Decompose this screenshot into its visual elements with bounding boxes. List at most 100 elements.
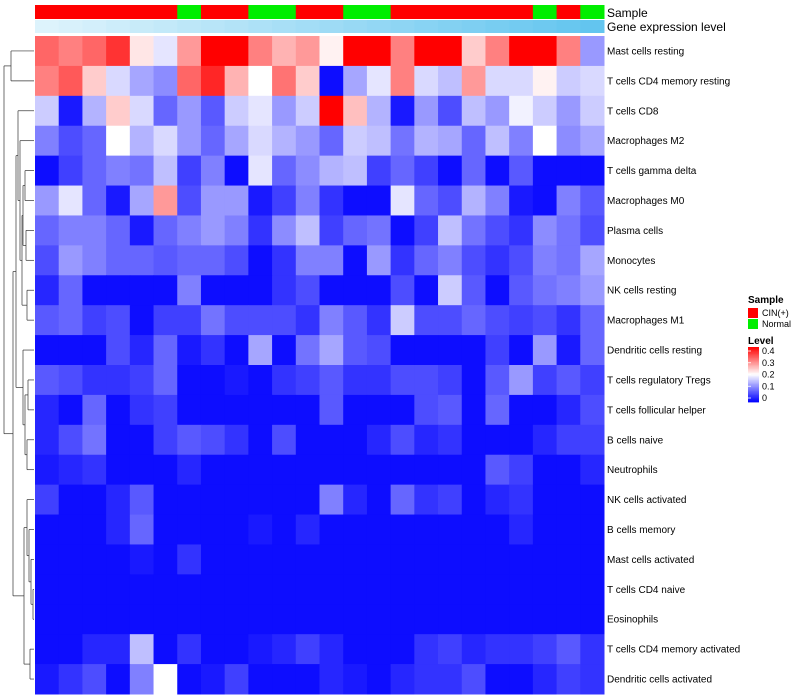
- heatmap-cell: [272, 185, 297, 216]
- heatmap-cell: [556, 664, 581, 695]
- heatmap-cell: [106, 514, 131, 545]
- level-legend-gradient-step: [748, 393, 759, 396]
- heatmap-cell: [58, 664, 83, 695]
- expression-annotation-cell: [366, 20, 392, 33]
- expression-annotation-cell: [106, 20, 131, 33]
- heatmap-cell: [509, 245, 534, 276]
- heatmap-cell: [343, 125, 368, 157]
- heatmap-cell: [35, 365, 60, 396]
- row-label: Neutrophils: [607, 465, 658, 476]
- heatmap-cell: [438, 365, 463, 396]
- heatmap-cell: [200, 574, 226, 605]
- heatmap-cell: [295, 365, 320, 396]
- heatmap-cell: [509, 95, 534, 127]
- heatmap-cell: [532, 245, 558, 276]
- heatmap-cell: [319, 36, 344, 67]
- row-label: T cells CD8: [607, 106, 659, 117]
- heatmap-cell: [556, 155, 581, 187]
- heatmap-cell: [485, 604, 510, 635]
- heatmap-cell: [224, 215, 249, 246]
- heatmap-cell: [200, 155, 226, 187]
- heatmap-cell: [414, 365, 439, 396]
- level-legend-gradient-step: [748, 371, 759, 374]
- heatmap-cell: [224, 95, 249, 127]
- heatmap-cell: [390, 36, 415, 67]
- heatmap-cell: [177, 185, 202, 216]
- row-label: Mast cells activated: [607, 555, 694, 566]
- heatmap-cell: [106, 394, 131, 426]
- heatmap-cell: [272, 275, 297, 306]
- level-legend-tick: 0.4: [762, 346, 775, 356]
- heatmap-cell: [106, 604, 131, 635]
- heatmap-cell: [106, 125, 131, 157]
- sample-annotation-cell: [224, 5, 249, 19]
- heatmap-cell: [248, 365, 273, 396]
- heatmap-cell: [177, 514, 202, 545]
- heatmap-cell: [82, 365, 107, 396]
- heatmap-cell: [153, 574, 178, 605]
- heatmap-cell: [366, 155, 392, 187]
- heatmap-cell: [129, 424, 155, 456]
- heatmap-cell: [153, 514, 178, 545]
- heatmap-cell: [509, 185, 534, 216]
- heatmap-cell: [224, 275, 249, 306]
- expression-annotation-cell: [532, 20, 558, 33]
- heatmap-cell: [58, 65, 83, 97]
- level-legend-gradient-step: [748, 397, 759, 400]
- expression-annotation-cell: [461, 20, 486, 33]
- heatmap-cell: [438, 574, 463, 605]
- heatmap-cell: [319, 514, 344, 545]
- heatmap-cell: [390, 365, 415, 396]
- sample-annotation-cell: [461, 5, 486, 19]
- expression-annotation-cell: [153, 20, 178, 33]
- heatmap-cell: [580, 245, 605, 276]
- heatmap-cell: [532, 634, 558, 665]
- sample-annotation-cell: [556, 5, 581, 19]
- heatmap-cell: [414, 245, 439, 276]
- heatmap-cell: [556, 275, 581, 306]
- heatmap-cell: [438, 215, 463, 246]
- row-label: Monocytes: [607, 256, 655, 267]
- heatmap-cell: [319, 275, 344, 306]
- heatmap-cell: [177, 394, 202, 426]
- heatmap-cell: [82, 604, 107, 635]
- heatmap-cell: [438, 185, 463, 216]
- heatmap-cell: [82, 305, 107, 336]
- heatmap-cell: [200, 125, 226, 157]
- heatmap-cell: [153, 394, 178, 426]
- heatmap-cell: [129, 125, 155, 157]
- level-legend-gradient-step: [748, 352, 759, 355]
- heatmap-cell: [556, 36, 581, 67]
- heatmap-cell: [438, 664, 463, 695]
- heatmap-cell: [461, 155, 486, 187]
- heatmap-cell: [35, 36, 60, 67]
- heatmap-cell: [295, 424, 320, 456]
- heatmap-cell: [580, 454, 605, 486]
- heatmap-cell: [319, 335, 344, 366]
- heatmap-cell: [200, 514, 226, 545]
- heatmap-cell: [58, 365, 83, 396]
- heatmap-cell: [295, 95, 320, 127]
- heatmap-cell: [343, 424, 368, 456]
- heatmap-cell: [295, 125, 320, 157]
- heatmap-cell: [248, 634, 273, 665]
- heatmap-cell: [509, 454, 534, 486]
- heatmap-cell: [129, 275, 155, 306]
- level-legend-gradient-step: [748, 369, 759, 371]
- heatmap-cell: [556, 95, 581, 127]
- heatmap-cell: [390, 305, 415, 336]
- heatmap-cell: [485, 335, 510, 366]
- heatmap-cell: [295, 65, 320, 97]
- level-legend-gradient-step: [748, 377, 759, 380]
- heatmap-cell: [35, 65, 60, 97]
- heatmap-cell: [556, 365, 581, 396]
- heatmap-cell: [580, 634, 605, 665]
- heatmap-cell: [58, 544, 83, 575]
- row-label: T cells CD4 memory activated: [607, 645, 740, 656]
- heatmap-cell: [485, 424, 510, 456]
- heatmap-cell: [485, 245, 510, 276]
- heatmap-cell: [556, 125, 581, 157]
- heatmap-cell: [129, 245, 155, 276]
- heatmap-cell: [438, 604, 463, 635]
- sample-annotation-cell: [414, 5, 439, 19]
